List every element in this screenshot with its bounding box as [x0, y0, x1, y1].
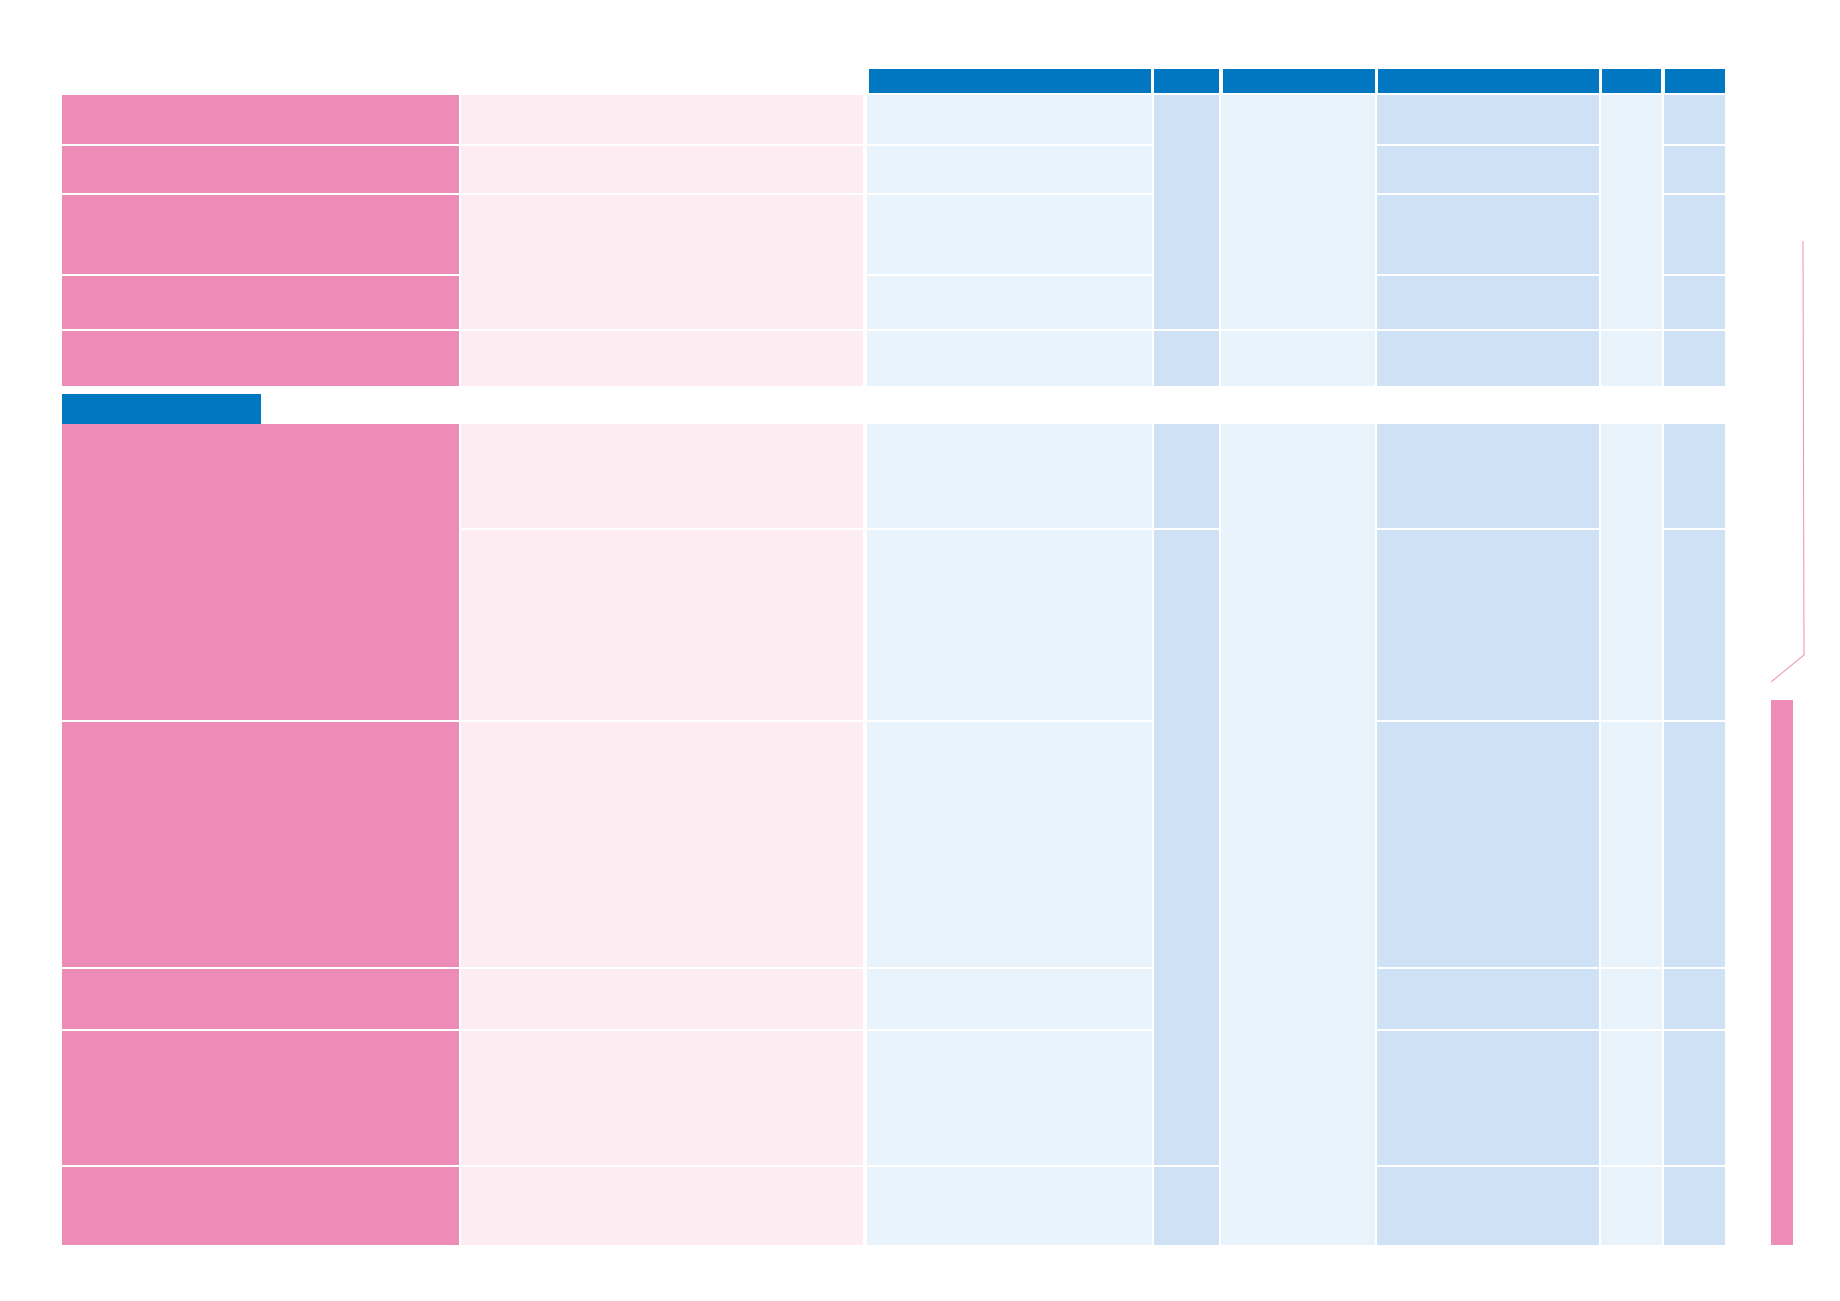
header-cell [869, 69, 1151, 93]
data-cell [867, 969, 1152, 1029]
description-cell [461, 1031, 863, 1165]
data-cell [1664, 195, 1725, 274]
data-cell [1664, 1167, 1725, 1245]
row-label-cell [62, 969, 459, 1029]
data-cell [1154, 424, 1219, 528]
section-header-tab [62, 394, 261, 424]
bracket-line [1770, 240, 1805, 683]
data-cell [1377, 276, 1599, 329]
row-label-cell [62, 331, 459, 386]
data-cell [867, 95, 1152, 144]
data-cell [867, 331, 1152, 386]
data-cell [1601, 1167, 1662, 1245]
data-cell [1601, 331, 1662, 386]
data-cell [1601, 424, 1662, 720]
data-cell [867, 1167, 1152, 1245]
data-cell [867, 195, 1152, 274]
data-cell [1664, 95, 1725, 144]
data-cell [1377, 95, 1599, 144]
data-cell [867, 424, 1152, 528]
data-cell [1377, 1167, 1599, 1245]
row-label-cell [62, 1031, 459, 1165]
row-label-cell [62, 276, 459, 329]
data-cell [867, 530, 1152, 720]
data-cell [1154, 530, 1219, 1165]
data-cell [867, 276, 1152, 329]
header-cell [1154, 69, 1219, 93]
row-label-cell [62, 722, 459, 967]
data-cell [1154, 95, 1219, 329]
data-cell [1154, 1167, 1219, 1245]
data-cell [1154, 331, 1219, 386]
description-cell [461, 195, 863, 329]
description-cell [461, 1167, 863, 1245]
data-cell [1221, 95, 1375, 329]
data-cell [1377, 530, 1599, 720]
data-cell [1664, 530, 1725, 720]
row-label-cell [62, 195, 459, 274]
description-cell [461, 95, 863, 144]
data-cell [1664, 146, 1725, 193]
header-cell [1378, 69, 1599, 93]
data-cell [1664, 424, 1725, 528]
header-cell [1665, 69, 1725, 93]
description-cell [461, 424, 863, 528]
data-cell [1664, 1031, 1725, 1165]
row-label-cell [62, 424, 459, 720]
data-cell [867, 722, 1152, 967]
description-cell [461, 969, 863, 1029]
header-cell [1602, 69, 1661, 93]
data-cell [1377, 969, 1599, 1029]
data-cell [867, 146, 1152, 193]
data-cell [1377, 146, 1599, 193]
data-cell [1377, 722, 1599, 967]
data-cell [1601, 722, 1662, 967]
row-label-cell [62, 146, 459, 193]
data-cell [1664, 722, 1725, 967]
data-cell [1377, 331, 1599, 386]
description-cell [461, 146, 863, 193]
data-cell [1377, 195, 1599, 274]
data-cell [1601, 969, 1662, 1029]
row-label-cell [62, 1167, 459, 1245]
description-cell [461, 331, 863, 386]
data-cell [1664, 969, 1725, 1029]
data-cell [1221, 331, 1375, 386]
data-cell [1377, 424, 1599, 528]
data-cell [1601, 1031, 1662, 1165]
side-accent-bar [1771, 700, 1793, 1245]
data-cell [1664, 331, 1725, 386]
row-label-cell [62, 95, 459, 144]
description-cell [461, 722, 863, 967]
header-cell [1223, 69, 1375, 93]
data-cell [1601, 95, 1662, 329]
data-cell [1377, 1031, 1599, 1165]
description-cell [461, 530, 863, 720]
data-cell [867, 1031, 1152, 1165]
data-cell [1664, 276, 1725, 329]
data-cell [1221, 424, 1375, 1245]
